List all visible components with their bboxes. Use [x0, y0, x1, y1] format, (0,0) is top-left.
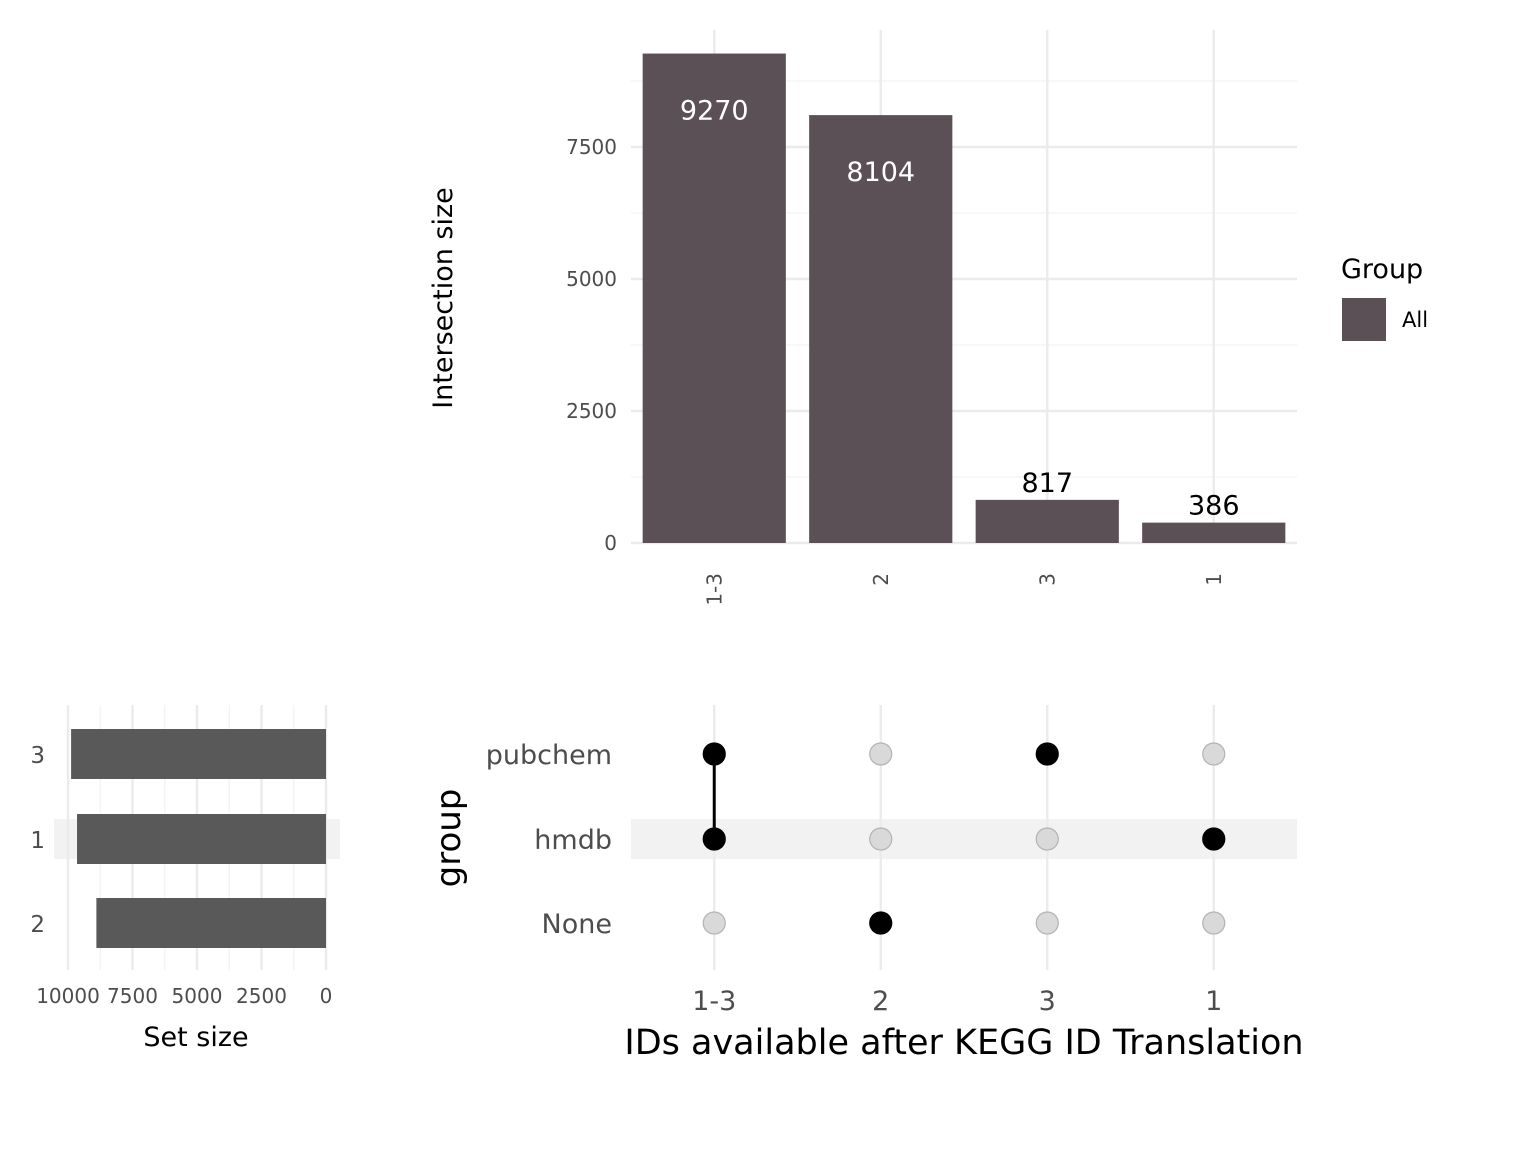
legend: Group All [1341, 254, 1428, 341]
matrix-row-label: hmdb [534, 825, 612, 856]
set-size-bar [96, 898, 326, 948]
membership-dot-filled [1035, 742, 1059, 766]
intersection-bar [1142, 522, 1286, 543]
x-tick-label: 7500 [107, 984, 158, 1008]
row-label: 3 [30, 743, 45, 769]
membership-dot-filled [702, 742, 726, 766]
row-label: 2 [30, 912, 45, 938]
matrix-column-label: 2 [872, 986, 889, 1017]
membership-dot-empty [1202, 911, 1226, 935]
matrix-row-label: pubchem [486, 740, 612, 771]
bar-value-label: 386 [1188, 491, 1240, 522]
bar-value-label: 9270 [680, 96, 749, 127]
x-tick-label: 5000 [172, 984, 223, 1008]
row-label: 1 [30, 828, 45, 854]
x-axis-title: Set size [143, 1022, 248, 1053]
intersection-bar [642, 53, 786, 543]
x-tick-label: 10000 [36, 984, 100, 1008]
row-highlight-band [631, 819, 1297, 859]
legend-swatch [1342, 298, 1386, 341]
membership-dot-empty [869, 827, 893, 851]
membership-dot-empty [702, 911, 726, 935]
membership-dot-empty [869, 742, 893, 766]
y-tick-label: 5000 [566, 267, 617, 291]
membership-dot-empty [1035, 911, 1059, 935]
x-tick-label: 0 [320, 984, 333, 1008]
y-tick-label: 2500 [566, 399, 617, 423]
intersection-matrix-panel: pubchem hmdb None 1-3 2 3 1 group IDs available … [429, 705, 1304, 1063]
intersection-bar [809, 115, 953, 544]
intersection-size-panel: 0 2500 5000 7500 9270 1-3 8104 2 817 3 386 1 Interse… [428, 30, 1297, 606]
x-axis-title: IDs available after KEGG ID Translation [624, 1023, 1303, 1063]
membership-dot-empty [1202, 742, 1226, 766]
legend-label: All [1402, 308, 1428, 332]
bar-value-label: 817 [1021, 468, 1073, 499]
x-tick-label: 1 [1202, 573, 1226, 586]
membership-dot-empty [1035, 827, 1059, 851]
membership-dot-filled [702, 827, 726, 851]
y-tick-label: 0 [604, 531, 617, 555]
x-tick-label: 3 [1035, 573, 1059, 586]
set-size-bar [71, 729, 326, 779]
bar-value-label: 8104 [846, 157, 915, 188]
x-tick-label: 2 [869, 573, 893, 586]
matrix-column-label: 3 [1039, 986, 1056, 1017]
y-tick-label: 7500 [566, 135, 617, 159]
set-size-panel: 10000 7500 5000 2500 0 3 1 2 Set size [30, 705, 340, 1053]
intersection-bar [975, 499, 1119, 543]
legend-title: Group [1341, 254, 1423, 285]
x-tick-label: 1-3 [702, 573, 726, 606]
y-axis-title: group [429, 789, 469, 888]
set-size-bar [77, 814, 326, 864]
matrix-column-label: 1 [1205, 986, 1222, 1017]
membership-dot-filled [869, 911, 893, 935]
x-tick-label: 2500 [236, 984, 287, 1008]
matrix-row-label: None [542, 909, 612, 940]
matrix-column-label: 1-3 [692, 986, 736, 1017]
membership-dot-filled [1202, 827, 1226, 851]
y-axis-title: Intersection size [428, 187, 459, 409]
